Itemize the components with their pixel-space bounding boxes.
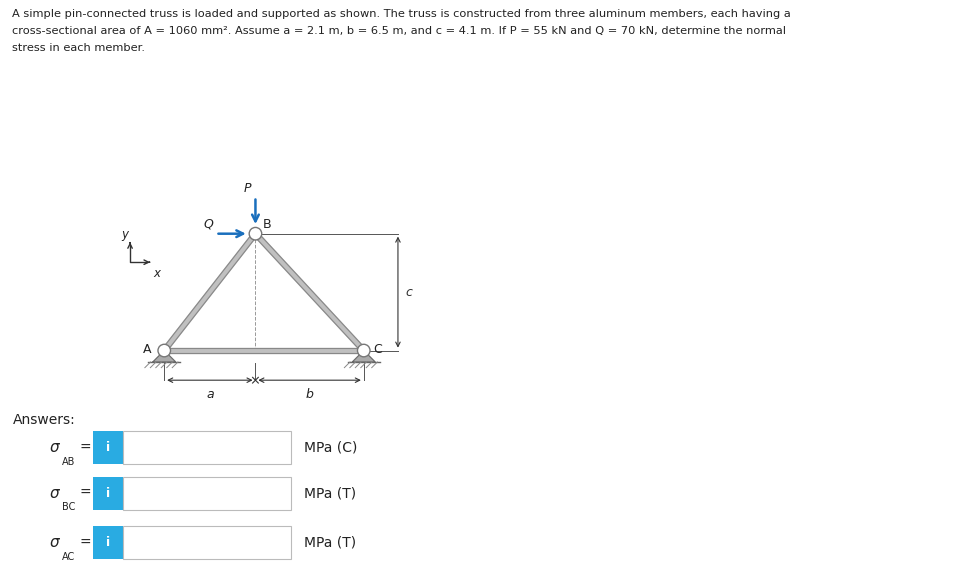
Text: i: i [106,441,110,454]
FancyBboxPatch shape [93,431,123,464]
Text: P: P [244,182,251,195]
Text: σ: σ [50,440,59,455]
Text: MPa (T): MPa (T) [304,536,357,549]
Text: MPa (T): MPa (T) [304,486,357,500]
Text: C: C [373,343,381,356]
Text: i: i [106,487,110,499]
Text: Answers:: Answers: [12,413,76,428]
Text: σ: σ [50,486,59,500]
Polygon shape [153,351,176,362]
Text: =: = [79,486,91,500]
Text: c: c [405,286,412,299]
Text: stress in each member.: stress in each member. [12,43,145,53]
Text: A simple pin-connected truss is loaded and supported as shown. The truss is cons: A simple pin-connected truss is loaded a… [12,9,792,19]
Text: =: = [79,536,91,549]
Text: y: y [120,227,128,241]
Circle shape [158,344,170,357]
Text: B: B [263,218,272,231]
Text: BC: BC [62,502,76,512]
Text: σ: σ [50,535,59,550]
Polygon shape [164,348,363,353]
Text: i: i [106,536,110,549]
Text: x: x [153,267,160,280]
Text: AB: AB [62,457,76,467]
Text: cross-sectional area of A = 1060 mm². Assume a = 2.1 m, b = 6.5 m, and c = 4.1 m: cross-sectional area of A = 1060 mm². As… [12,26,787,36]
Text: =: = [79,441,91,454]
Polygon shape [253,232,365,352]
Text: AC: AC [62,552,76,562]
Polygon shape [353,351,375,362]
FancyBboxPatch shape [93,526,123,559]
Text: Q: Q [204,217,213,230]
Text: b: b [306,388,314,401]
Text: A: A [143,343,152,356]
FancyBboxPatch shape [123,526,291,559]
FancyBboxPatch shape [123,431,291,464]
Text: a: a [206,388,213,401]
FancyBboxPatch shape [93,477,123,510]
Circle shape [358,344,370,357]
FancyBboxPatch shape [123,477,291,510]
Circle shape [250,227,262,240]
Text: MPa (C): MPa (C) [304,441,358,454]
Polygon shape [163,232,257,352]
